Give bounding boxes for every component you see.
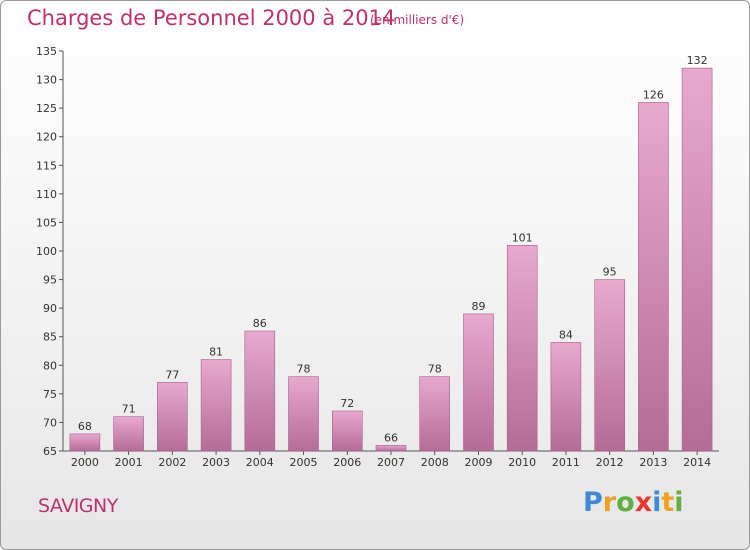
bar xyxy=(375,444,407,452)
x-tick-label: 2007 xyxy=(377,456,405,469)
logo-letter: i xyxy=(674,487,684,518)
data-label: 132 xyxy=(687,54,708,67)
x-tick-label: 2000 xyxy=(71,456,99,469)
bar xyxy=(594,279,626,452)
data-label: 78 xyxy=(428,363,442,376)
y-tick-label: 105 xyxy=(36,216,57,229)
y-tick-label: 85 xyxy=(43,331,57,344)
logo-letter: o xyxy=(616,487,635,518)
x-tick-label: 2008 xyxy=(421,456,449,469)
y-tick-labels: 65 70 75 80 85 90 95 100 105 110 115 120 125 130 135 xyxy=(36,45,57,458)
y-tick-label: 110 xyxy=(36,188,57,201)
x-tick-label: 2009 xyxy=(464,456,492,469)
y-tick-label: 135 xyxy=(36,45,57,58)
logo-letter: P xyxy=(583,487,603,518)
data-label: 126 xyxy=(643,88,664,101)
x-tick-labels: 2000 2001 2002 2003 2004 2005 2006 2007 2008 2009… xyxy=(71,456,711,469)
data-label: 78 xyxy=(297,363,311,376)
data-label: 101 xyxy=(512,231,533,244)
y-tick-label: 80 xyxy=(43,359,57,372)
bar xyxy=(463,313,494,452)
bar xyxy=(331,410,363,452)
x-tick-label: 2011 xyxy=(552,456,580,469)
data-label: 81 xyxy=(209,346,223,359)
x-tick-label: 2010 xyxy=(508,456,536,469)
data-label: 68 xyxy=(78,420,92,433)
data-label: 66 xyxy=(384,431,398,444)
data-label: 84 xyxy=(559,328,573,341)
y-tick-label: 125 xyxy=(36,102,57,115)
data-label: 86 xyxy=(253,317,267,330)
chart-title: Charges de Personnel 2000 à 2014 xyxy=(27,6,396,30)
data-label: 89 xyxy=(471,300,485,313)
y-tick-label: 70 xyxy=(43,416,57,429)
x-tick-label: 2012 xyxy=(596,456,624,469)
x-tick-label: 2001 xyxy=(115,456,143,469)
y-tick-label: 120 xyxy=(36,131,57,144)
y-tick-label: 100 xyxy=(36,245,57,258)
y-tick-label: 65 xyxy=(43,445,57,458)
y-tick-label: 115 xyxy=(36,159,57,172)
x-tick-label: 2003 xyxy=(202,456,230,469)
bar xyxy=(638,102,669,452)
bar xyxy=(157,382,188,452)
bar xyxy=(419,376,451,452)
logo-letter: t xyxy=(661,487,675,518)
bar xyxy=(113,416,144,452)
x-tick-label: 2004 xyxy=(246,456,274,469)
data-labels: 68 71 77 81 86 78 72 66 78 89 101 84 95 126 132 xyxy=(78,54,708,444)
y-tick-label: 95 xyxy=(43,274,57,287)
x-tick-label: 2014 xyxy=(683,456,711,469)
x-tick-label: 2002 xyxy=(158,456,186,469)
bars xyxy=(69,67,713,452)
x-tick-label: 2013 xyxy=(639,456,667,469)
logo-letter: r xyxy=(602,487,617,518)
city-name: SAVIGNY xyxy=(38,495,118,517)
proxiti-logo: Proxiti xyxy=(583,487,684,518)
x-tick-label: 2006 xyxy=(333,456,361,469)
data-label: 71 xyxy=(122,403,136,416)
bar xyxy=(681,67,713,452)
y-tick-label: 75 xyxy=(43,388,57,401)
bar xyxy=(244,330,276,452)
y-tick-label: 130 xyxy=(36,74,57,87)
bar xyxy=(550,342,582,452)
logo-letter: x xyxy=(634,487,653,518)
logo-letter: i xyxy=(652,487,662,518)
bar xyxy=(288,376,319,452)
bar xyxy=(69,433,101,452)
x-tick-label: 2005 xyxy=(290,456,318,469)
bar xyxy=(200,359,232,452)
data-label: 77 xyxy=(165,368,179,381)
bar xyxy=(506,245,538,452)
y-tick-label: 90 xyxy=(43,302,57,315)
chart-subtitle: (en milliers d'€) xyxy=(370,13,465,27)
data-label: 95 xyxy=(603,266,617,279)
data-label: 72 xyxy=(340,397,354,410)
